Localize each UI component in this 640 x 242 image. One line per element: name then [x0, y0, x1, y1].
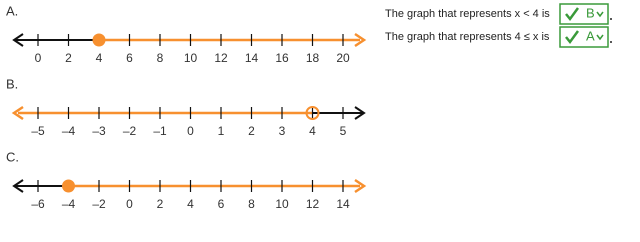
tick-label: –3 — [92, 124, 106, 138]
open-point — [305, 106, 320, 120]
arrow-head — [354, 106, 366, 120]
arrow-head — [354, 32, 367, 48]
tick-label: 4 — [187, 197, 194, 211]
tick-label: 4 — [309, 124, 316, 138]
closed-point — [92, 33, 106, 47]
answers: The graph that represents x < 4 is B The g… — [385, 3, 612, 48]
tick-label: 1 — [218, 124, 225, 138]
tick-label: 2 — [65, 51, 72, 65]
arrow-head — [11, 105, 24, 121]
tick-label: 14 — [336, 197, 350, 211]
chevron-icon — [596, 11, 604, 18]
arrow-head — [354, 178, 367, 194]
tick-label: 10 — [184, 51, 198, 65]
tick-label: 2 — [157, 197, 164, 211]
tick-label: 12 — [214, 51, 228, 65]
tick-label: 5 — [340, 124, 347, 138]
tick-label: 0 — [187, 124, 194, 138]
chevron-icon — [596, 34, 604, 41]
tick-label: 6 — [126, 51, 133, 65]
option-label: C. — [6, 149, 19, 164]
tick-label: –1 — [153, 124, 167, 138]
tick-label: 2 — [248, 124, 255, 138]
tick-label: 0 — [35, 51, 42, 65]
dropdown-value[interactable]: A — [586, 28, 595, 43]
tick-label: 4 — [96, 51, 103, 65]
tick-label: –6 — [31, 197, 45, 211]
tick-label: 6 — [218, 197, 225, 211]
tick-label: 0 — [126, 197, 133, 211]
answer-dropdown[interactable]: A — [559, 26, 609, 48]
tick-label: –4 — [62, 124, 76, 138]
tick-label: –4 — [62, 197, 76, 211]
tick-label: 3 — [279, 124, 286, 138]
tick-label: –2 — [92, 197, 106, 211]
answer-dropdown[interactable]: B — [559, 3, 609, 25]
tick-label: 8 — [248, 197, 255, 211]
period — [610, 18, 612, 20]
tick-label: 20 — [336, 51, 350, 65]
option-label: A. — [6, 3, 18, 18]
page: The graph that represents x < 4 is B The g… — [6, 3, 612, 211]
check-icon — [565, 7, 580, 22]
dropdown-box[interactable] — [559, 3, 609, 25]
arrow-head — [12, 179, 24, 193]
dropdown-box[interactable] — [559, 26, 609, 48]
option-label: B. — [6, 76, 18, 91]
tick-label: 8 — [157, 51, 164, 65]
tick-label: 16 — [275, 51, 289, 65]
tick-label: 12 — [306, 197, 320, 211]
check-icon — [565, 30, 580, 45]
answer-text: The graph that represents 4 ≤ x is — [385, 31, 550, 43]
tick-label: 14 — [245, 51, 259, 65]
tick-label: –2 — [123, 124, 137, 138]
tick-label: –5 — [31, 124, 45, 138]
tick-label: 10 — [275, 197, 289, 211]
arrow-head — [12, 33, 24, 47]
answer-text: The graph that represents x < 4 is — [385, 8, 550, 20]
closed-point — [62, 179, 75, 193]
period — [610, 41, 612, 43]
tick-label: 18 — [306, 51, 320, 65]
dropdown-value[interactable]: B — [586, 5, 595, 20]
